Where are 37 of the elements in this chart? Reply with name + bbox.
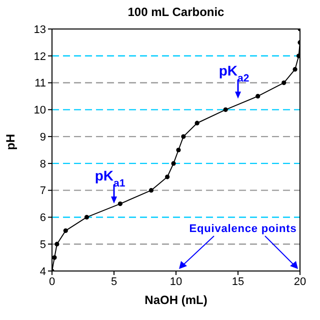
point xyxy=(84,214,90,220)
annotation: Equivalence points xyxy=(189,223,297,235)
point xyxy=(171,161,176,166)
y-tick-label: 10 xyxy=(34,104,46,117)
point xyxy=(181,134,186,139)
x-tick-label: 20 xyxy=(294,276,306,288)
chart-title: 100 mL Carbonic xyxy=(128,5,225,19)
point xyxy=(148,188,154,193)
y-tick-label: 11 xyxy=(34,78,46,90)
y-tick-label: 5 xyxy=(40,239,46,252)
y-tick-label: 7 xyxy=(40,185,46,198)
y-tick-label: 13 xyxy=(34,24,46,36)
point xyxy=(118,201,122,206)
y-tick-label: 8 xyxy=(40,158,46,170)
point xyxy=(54,242,60,246)
x-axis-title: NaOH (mL) xyxy=(144,293,208,307)
point xyxy=(256,94,260,99)
point xyxy=(292,67,298,72)
x-tick-label: 0 xyxy=(48,276,56,288)
y-tick-label: 12 xyxy=(34,50,46,63)
y-tick-label: 4 xyxy=(40,266,46,278)
point xyxy=(165,174,170,180)
point xyxy=(52,255,57,260)
y-axis-title: pH xyxy=(3,134,18,150)
point xyxy=(176,148,181,152)
point xyxy=(282,80,286,86)
x-tick-label: 15 xyxy=(232,276,244,288)
x-tick-label: 5 xyxy=(110,276,118,288)
point xyxy=(63,228,68,233)
annotation: pK$_{a2}$ xyxy=(218,62,250,85)
point xyxy=(296,54,300,58)
y-tick-label: 9 xyxy=(40,131,46,144)
point xyxy=(223,107,228,112)
point xyxy=(194,120,200,126)
x-tick-label: 10 xyxy=(170,276,182,288)
annotation: pK$_{a1}$ xyxy=(94,167,126,190)
y-tick-label: 6 xyxy=(40,212,46,224)
